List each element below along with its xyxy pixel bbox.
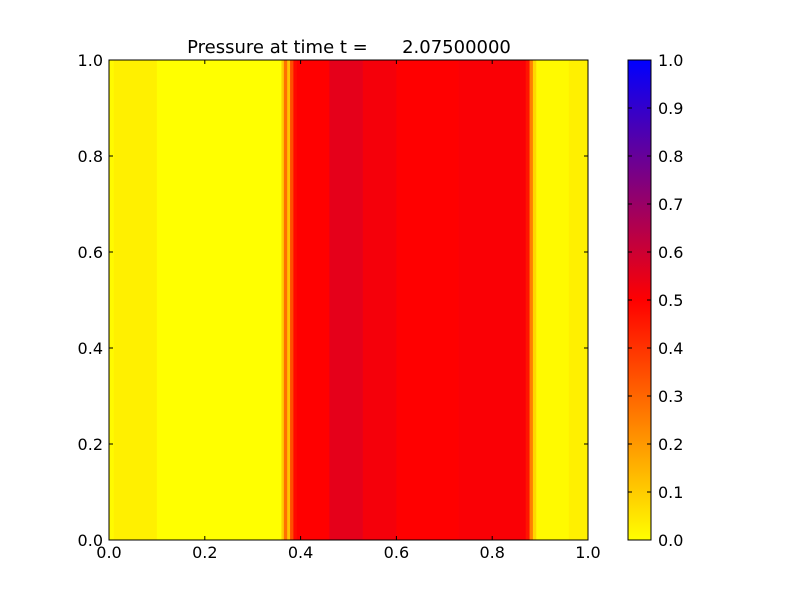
x-axis: 0.0 0.2 0.4 0.6 0.8 1.0 (96, 60, 601, 562)
heatmap-cell (290, 60, 294, 540)
x-tick-label: 0.2 (192, 543, 217, 562)
x-tick-label: 0.0 (96, 543, 121, 562)
heatmap-cell (283, 60, 288, 540)
heatmap-cell (287, 60, 291, 540)
heatmap-cell (396, 60, 460, 540)
heatmap-cell (536, 60, 570, 540)
heatmap-cell (296, 60, 330, 540)
y-tick-label: 0.2 (78, 435, 103, 454)
heatmap-cell (156, 60, 282, 540)
x-tick-label: 0.4 (288, 543, 313, 562)
colorbar-tick-label: 1.0 (658, 51, 683, 70)
colorbar-tick-label: 0.0 (658, 531, 683, 550)
heatmap-cells (109, 60, 589, 540)
heatmap-cell (329, 60, 364, 540)
colorbar-tick-label: 0.1 (658, 483, 683, 502)
heatmap-cell (109, 60, 115, 540)
colorbar-axis: 0.0 0.1 0.2 0.3 0.4 0.5 0.6 0.7 0.8 0.9 1.0 (628, 51, 683, 550)
heatmap-cell (113, 60, 158, 540)
heatmap-cell (529, 60, 534, 540)
plot-frame (108, 59, 589, 541)
x-tick-label: 1.0 (575, 543, 600, 562)
heatmap-cell (458, 60, 527, 540)
y-tick-label: 0.4 (78, 339, 103, 358)
heatmap-cell (362, 60, 397, 540)
colorbar-tick-label: 0.9 (658, 99, 683, 118)
colorbar-tick-label: 0.7 (658, 195, 683, 214)
colorbar-tick-label: 0.5 (658, 291, 683, 310)
y-tick-label: 1.0 (78, 51, 103, 70)
colorbar-tick-label: 0.3 (658, 387, 683, 406)
colorbar-tick-label: 0.6 (658, 243, 683, 262)
heatmap-cell (293, 60, 298, 540)
heatmap-cell (281, 60, 285, 540)
heatmap-cell (525, 60, 530, 540)
y-tick-label: 0.8 (78, 147, 103, 166)
chart-title: Pressure at time t = 2.07500000 (187, 37, 511, 58)
colorbar-tick-label: 0.4 (658, 339, 683, 358)
heatmap-cell (568, 60, 589, 540)
colorbar (628, 60, 651, 540)
y-tick-label: 0.6 (78, 243, 103, 262)
y-tick-label: 0.0 (78, 531, 103, 550)
colorbar-tick-label: 0.2 (658, 435, 683, 454)
y-axis: 0.0 0.2 0.4 0.6 0.8 1.0 (78, 51, 588, 550)
colorbar-tick-label: 0.8 (658, 147, 683, 166)
heatmap-cell (532, 60, 537, 540)
x-tick-label: 0.8 (479, 543, 504, 562)
x-tick-label: 0.6 (384, 543, 409, 562)
